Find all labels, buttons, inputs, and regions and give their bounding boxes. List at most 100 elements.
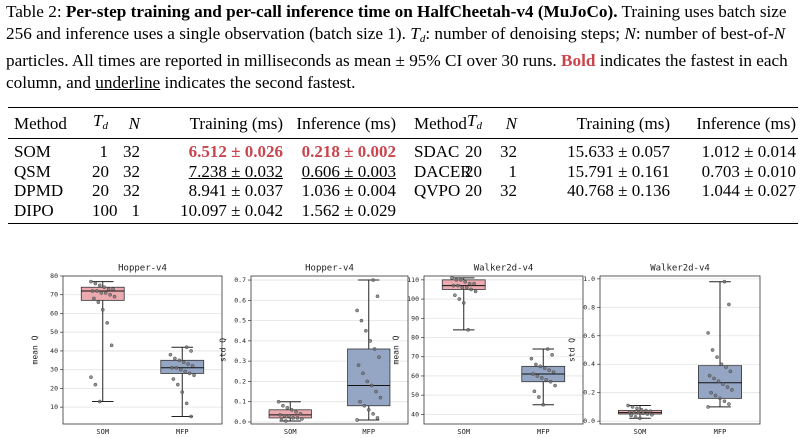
data-point <box>706 331 710 335</box>
data-point <box>626 403 630 408</box>
data-point <box>712 376 716 381</box>
table-cell-text: 8.941 ± 0.037 <box>188 181 283 201</box>
table-cell-text: 0.218 ± 0.002 <box>301 142 396 162</box>
data-point <box>724 365 728 369</box>
table-cell-text: DACER <box>414 161 472 181</box>
data-point <box>284 419 288 423</box>
data-point <box>710 348 715 352</box>
data-point <box>469 287 473 292</box>
y-tick-label: 1.0 <box>583 275 595 283</box>
data-point <box>184 401 189 406</box>
table-cell-text: Training (ms) <box>519 107 672 139</box>
data-point <box>281 403 285 408</box>
data-point <box>103 291 108 295</box>
data-point <box>707 373 712 378</box>
y-tick-label: 0.6 <box>583 332 595 340</box>
data-point <box>180 390 185 394</box>
data-point <box>112 294 117 299</box>
table-cell-text: 100 <box>92 200 118 220</box>
table-cell-text: 20 <box>465 142 482 162</box>
box <box>441 279 486 290</box>
data-point <box>184 345 189 349</box>
data-point <box>451 283 456 288</box>
data-point <box>461 301 466 305</box>
data-point <box>300 417 304 421</box>
timing-table: Method Td N Training (ms) Inference (ms)… <box>8 107 798 224</box>
table-cell-text: 32 <box>500 142 517 162</box>
table-cell-text: 32 <box>123 142 140 162</box>
data-point <box>531 372 535 376</box>
data-point <box>721 382 725 386</box>
table-cell-text: 1 <box>99 142 109 162</box>
y-tick-label: 40 <box>411 410 419 418</box>
y-tick-label: 50 <box>50 328 58 336</box>
y-tick-label: 0.2 <box>234 377 246 385</box>
data-point <box>294 410 298 414</box>
data-point <box>553 383 557 388</box>
data-point <box>457 297 462 301</box>
data-point <box>102 285 107 290</box>
data-point <box>286 414 291 418</box>
data-point <box>537 395 541 399</box>
data-point <box>371 412 375 416</box>
chart-title: Hopper-v4 <box>118 264 167 274</box>
data-point <box>539 376 544 380</box>
axes-frame <box>250 275 409 425</box>
data-point <box>177 358 182 363</box>
caption-text: Table 2: <box>6 2 62 21</box>
caption-text: : number of denoising steps; <box>425 24 625 43</box>
table-cell-text: 1.562 ± 0.029 <box>301 200 396 220</box>
data-point <box>472 281 476 286</box>
data-point <box>722 279 727 284</box>
table-cell-text: SDAC <box>414 142 460 162</box>
table-cell-text: 20 <box>92 161 109 181</box>
data-point <box>454 278 459 282</box>
x-tick-label: MFP <box>362 428 375 436</box>
caption-text: particles. All times are reported in mil… <box>6 51 562 70</box>
data-point <box>458 278 463 282</box>
data-point <box>534 362 538 367</box>
data-point <box>450 276 454 280</box>
data-point <box>633 415 638 419</box>
data-point <box>365 379 370 384</box>
y-tick-label: 0.6 <box>234 296 246 304</box>
data-point <box>168 352 173 357</box>
data-point <box>359 318 364 323</box>
data-point <box>362 403 367 408</box>
data-point <box>551 370 556 374</box>
y-tick-label: 50 <box>411 391 419 399</box>
data-point <box>109 343 114 348</box>
table-cell-text: Method <box>8 107 90 139</box>
data-point <box>632 410 636 415</box>
data-point <box>725 385 730 389</box>
data-point <box>178 367 183 372</box>
data-point <box>364 328 368 333</box>
data-point <box>715 355 719 359</box>
data-point <box>96 300 101 305</box>
caption-text: N <box>773 24 786 43</box>
data-point <box>630 405 635 409</box>
caption-text: Bold <box>561 51 596 70</box>
table-cell-text: 10.097 ± 0.042 <box>180 200 283 220</box>
y-tick-label: 20 <box>50 384 58 392</box>
data-point <box>106 287 111 291</box>
table-cell-text: QVPO <box>414 181 461 201</box>
x-tick-label: SOM <box>634 428 647 436</box>
data-point <box>371 278 375 282</box>
data-point <box>718 396 722 401</box>
table-cell-text: d <box>102 119 109 132</box>
data-point <box>535 374 540 378</box>
data-point <box>278 413 282 417</box>
chart-title: Walker2d-v4 <box>474 264 534 274</box>
data-point <box>192 373 196 378</box>
table-cell-text: DIPO <box>14 200 54 220</box>
table-cell-text: d <box>476 119 483 132</box>
y-tick-label: 90 <box>411 314 419 322</box>
table-cell-text: Inference (ms) <box>285 107 398 139</box>
x-tick-label: SOM <box>96 428 109 436</box>
data-point <box>650 412 654 417</box>
data-point <box>544 377 549 382</box>
data-point <box>361 371 365 376</box>
table-cell-text: 1 <box>508 161 518 181</box>
data-point <box>93 281 98 286</box>
